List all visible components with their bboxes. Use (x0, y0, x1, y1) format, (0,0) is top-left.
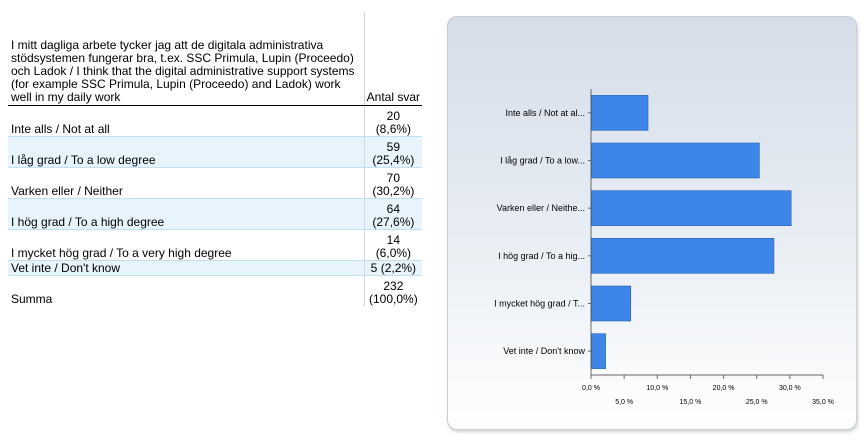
row-value: 5 (2,2%) (363, 260, 422, 276)
row-label: Varken eller / Neither (8, 167, 365, 199)
x-tick-label: 20,0 % (713, 385, 735, 392)
table-row: Vet inte / Don't know 5 (2,2%) (8, 260, 422, 276)
row-count: 70 (386, 171, 401, 185)
total-label: Summa (11, 292, 53, 306)
x-tick-label: 30,0 % (779, 385, 801, 392)
row-label: I mycket hög grad / To a very high degre… (8, 229, 365, 261)
row-percent: (27,6%) (372, 215, 415, 229)
chart-panel: Inte alls / Not at al... I låg grad / To … (447, 16, 857, 430)
row-label: I hög grad / To a high degree (8, 198, 365, 230)
x-tick-label: 10,0 % (646, 385, 668, 392)
results-table: I mitt dagliga arbete tycker jag att de … (8, 12, 422, 306)
question-text: I mitt dagliga arbete tycker jag att de … (8, 12, 365, 106)
category-label: Inte alls / Not at al... (505, 108, 585, 118)
results-table-container: I mitt dagliga arbete tycker jag att de … (8, 12, 422, 306)
table-row: I mycket hög grad / To a very high degre… (8, 229, 422, 261)
row-count: 20 (386, 109, 401, 123)
row-percent: (25,4%) (372, 153, 415, 167)
row-count: 14 (386, 233, 401, 247)
row-value: 20 (8,6%) (363, 105, 422, 137)
row-value: 64 (27,6%) (363, 198, 422, 230)
bar (591, 142, 760, 179)
category-label: Varken eller / Neithe... (497, 203, 585, 213)
table-row: Inte alls / Not at all 20 (8,6%) (8, 105, 422, 137)
row-count: 59 (386, 140, 401, 154)
category-label: Vet inte / Don't know (503, 346, 585, 356)
row-count: 5 (370, 261, 378, 275)
x-tick-label: 0,0 % (582, 385, 600, 392)
total-value: 232 (100,0%) (363, 275, 422, 306)
row-label: I låg grad / To a low degree (8, 136, 365, 168)
bar (591, 95, 649, 131)
category-label: I låg grad / To a low... (500, 156, 585, 166)
table-total-row: Summa 232 (100,0%) (8, 275, 422, 306)
row-percent: (6,0%) (375, 246, 412, 260)
category-label: I mycket hög grad / T... (494, 299, 585, 309)
table-row: I låg grad / To a low degree 59 (25,4%) (8, 136, 422, 168)
row-value: 70 (30,2%) (363, 167, 422, 199)
x-tick-label: 15,0 % (680, 399, 702, 406)
bar (591, 285, 632, 322)
row-percent: (2,2%) (380, 261, 417, 275)
row-label: Vet inte / Don't know (8, 260, 365, 276)
total-percent: (100,0%) (369, 292, 418, 306)
row-count: 64 (386, 202, 401, 216)
row-percent: (8,6%) (375, 122, 412, 136)
x-tick-label: 35,0 % (812, 399, 834, 406)
count-column-header: Antal svar (363, 12, 422, 106)
bar (591, 190, 792, 226)
table-header-row: I mitt dagliga arbete tycker jag att de … (8, 12, 422, 106)
bar (591, 333, 606, 369)
table-row: I hög grad / To a high degree 64 (27,6%) (8, 198, 422, 230)
total-count: 232 (383, 279, 404, 293)
row-label: Inte alls / Not at all (8, 105, 365, 137)
bar-chart: Inte alls / Not at al... I låg grad / To … (494, 89, 834, 406)
row-value: 14 (6,0%) (363, 229, 422, 261)
category-label: I hög grad / To a hig... (498, 251, 585, 261)
x-tick-label: 5,0 % (615, 399, 633, 406)
row-value: 59 (25,4%) (363, 136, 422, 168)
x-tick-label: 25,0 % (746, 399, 768, 406)
table-row: Varken eller / Neither 70 (30,2%) (8, 167, 422, 199)
bar (591, 238, 775, 274)
row-percent: (30,2%) (372, 184, 415, 198)
